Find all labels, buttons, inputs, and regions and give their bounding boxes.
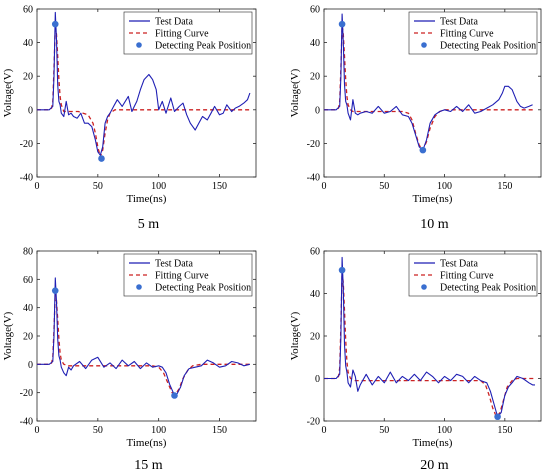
- test-data-line: [37, 277, 251, 395]
- test-data-line: [324, 256, 535, 418]
- x-axis-label: Time(ns): [127, 193, 167, 205]
- x-tick-label: 0: [35, 181, 40, 192]
- test-data-line: [324, 13, 533, 151]
- y-tick-label: 0: [315, 105, 320, 116]
- legend-fitting-curve-label: Fitting Curve: [440, 271, 494, 282]
- legend-peak-position-marker: [136, 284, 142, 290]
- fitting-curve-line: [324, 25, 535, 151]
- peak-marker: [51, 20, 59, 28]
- y-tick-label: 60: [310, 247, 320, 258]
- y-tick-label: 0: [28, 105, 33, 116]
- legend-fitting-curve-label: Fitting Curve: [155, 29, 209, 40]
- legend-peak-position-label: Detecting Peak Position: [440, 283, 536, 294]
- y-tick-label: 40: [23, 303, 33, 314]
- legend-test-data-label: Test Data: [155, 259, 193, 270]
- peak-marker: [51, 287, 59, 294]
- legend-fitting-curve-label: Fitting Curve: [440, 29, 494, 40]
- legend-test-data-label: Test Data: [440, 259, 478, 270]
- legend-fitting-curve-label: Fitting Curve: [155, 271, 209, 282]
- y-axis-label: Voltage(V): [2, 68, 14, 117]
- subplot-10m: 0 50 100 150 -40 -20 0 20 40 60 Time(ns) Voltage(V)…: [289, 5, 542, 232]
- x-axis-label: Time(ns): [413, 193, 453, 205]
- x-tick-label: 50: [379, 181, 389, 192]
- x-tick-label: 0: [35, 425, 40, 436]
- x-tick-label: 100: [151, 181, 166, 192]
- peak-marker: [98, 155, 105, 162]
- y-tick-label: 60: [310, 5, 320, 16]
- peak-marker: [338, 20, 346, 28]
- x-tick-label: 150: [497, 181, 512, 192]
- y-axis-label: Voltage(V): [2, 311, 14, 360]
- peak-marker: [419, 146, 427, 154]
- x-tick-label: 150: [497, 425, 512, 436]
- legend-test-data-label: Test Data: [155, 17, 193, 28]
- y-tick-label: 60: [23, 5, 33, 16]
- peak-marker: [171, 392, 178, 399]
- y-axis-label: Voltage(V): [289, 311, 301, 360]
- legend-peak-position-label: Detecting Peak Position: [155, 41, 251, 52]
- x-tick-label: 0: [322, 425, 327, 436]
- legend-peak-position-marker: [136, 42, 142, 48]
- x-tick-label: 50: [379, 425, 389, 436]
- subplot-caption: 10 m: [420, 217, 449, 232]
- y-tick-label: 40: [310, 38, 320, 49]
- subplot-caption: 20 m: [420, 458, 449, 473]
- subplot-20m: 0 50 100 150-200204060Time(ns)Voltage(V)20 …: [289, 247, 542, 473]
- y-tick-label: -40: [20, 173, 33, 184]
- legend-peak-position-marker: [421, 284, 427, 290]
- legend-peak-position-label: Detecting Peak Position: [440, 41, 536, 52]
- x-tick-label: 100: [437, 425, 452, 436]
- y-tick-label: 80: [23, 247, 33, 258]
- legend-test-data-label: Test Data: [440, 17, 478, 28]
- y-tick-label: 40: [23, 38, 33, 49]
- subplot-caption: 15 m: [134, 458, 163, 473]
- y-tick-label: -20: [307, 417, 320, 428]
- subplot-5m: 0 50 100 150 -40 -20 0 20 40 60 Time(ns) Voltage(V)…: [2, 5, 257, 232]
- legend-peak-position-label: Detecting Peak Position: [155, 283, 251, 294]
- fitting-curve-line: [324, 271, 535, 418]
- legend-peak-position-marker: [421, 42, 427, 48]
- y-tick-label: -20: [20, 388, 33, 399]
- peak-marker: [338, 266, 346, 274]
- y-tick-label: 0: [28, 360, 33, 371]
- y-tick-label: -20: [20, 139, 33, 150]
- peak-marker: [494, 413, 501, 421]
- x-tick-label: 50: [93, 181, 103, 192]
- y-tick-label: 60: [23, 275, 33, 286]
- x-tick-label: 50: [93, 425, 103, 436]
- x-tick-label: 100: [151, 425, 166, 436]
- y-tick-label: 20: [23, 72, 33, 83]
- x-tick-label: 150: [212, 425, 227, 436]
- y-tick-label: 0: [315, 374, 320, 385]
- x-tick-label: 150: [212, 181, 227, 192]
- y-axis-label: Voltage(V): [289, 68, 301, 117]
- y-tick-label: 20: [23, 332, 33, 343]
- x-axis-label: Time(ns): [127, 437, 167, 449]
- y-tick-label: 20: [310, 72, 320, 83]
- y-tick-label: 40: [310, 289, 320, 300]
- y-tick-label: -20: [307, 139, 320, 150]
- subplot-caption: 5 m: [138, 217, 160, 232]
- x-tick-label: 100: [437, 181, 452, 192]
- x-tick-label: 0: [322, 181, 327, 192]
- subplot-15m: 0 50 100 150 -40 -20 0 20 40 60 80 Time(ns) Voltage(…: [2, 247, 257, 473]
- x-axis-label: Time(ns): [413, 437, 453, 449]
- y-tick-label: -40: [20, 417, 33, 428]
- y-tick-label: -40: [307, 173, 320, 184]
- test-data-line: [37, 11, 251, 156]
- y-tick-label: 20: [310, 332, 320, 343]
